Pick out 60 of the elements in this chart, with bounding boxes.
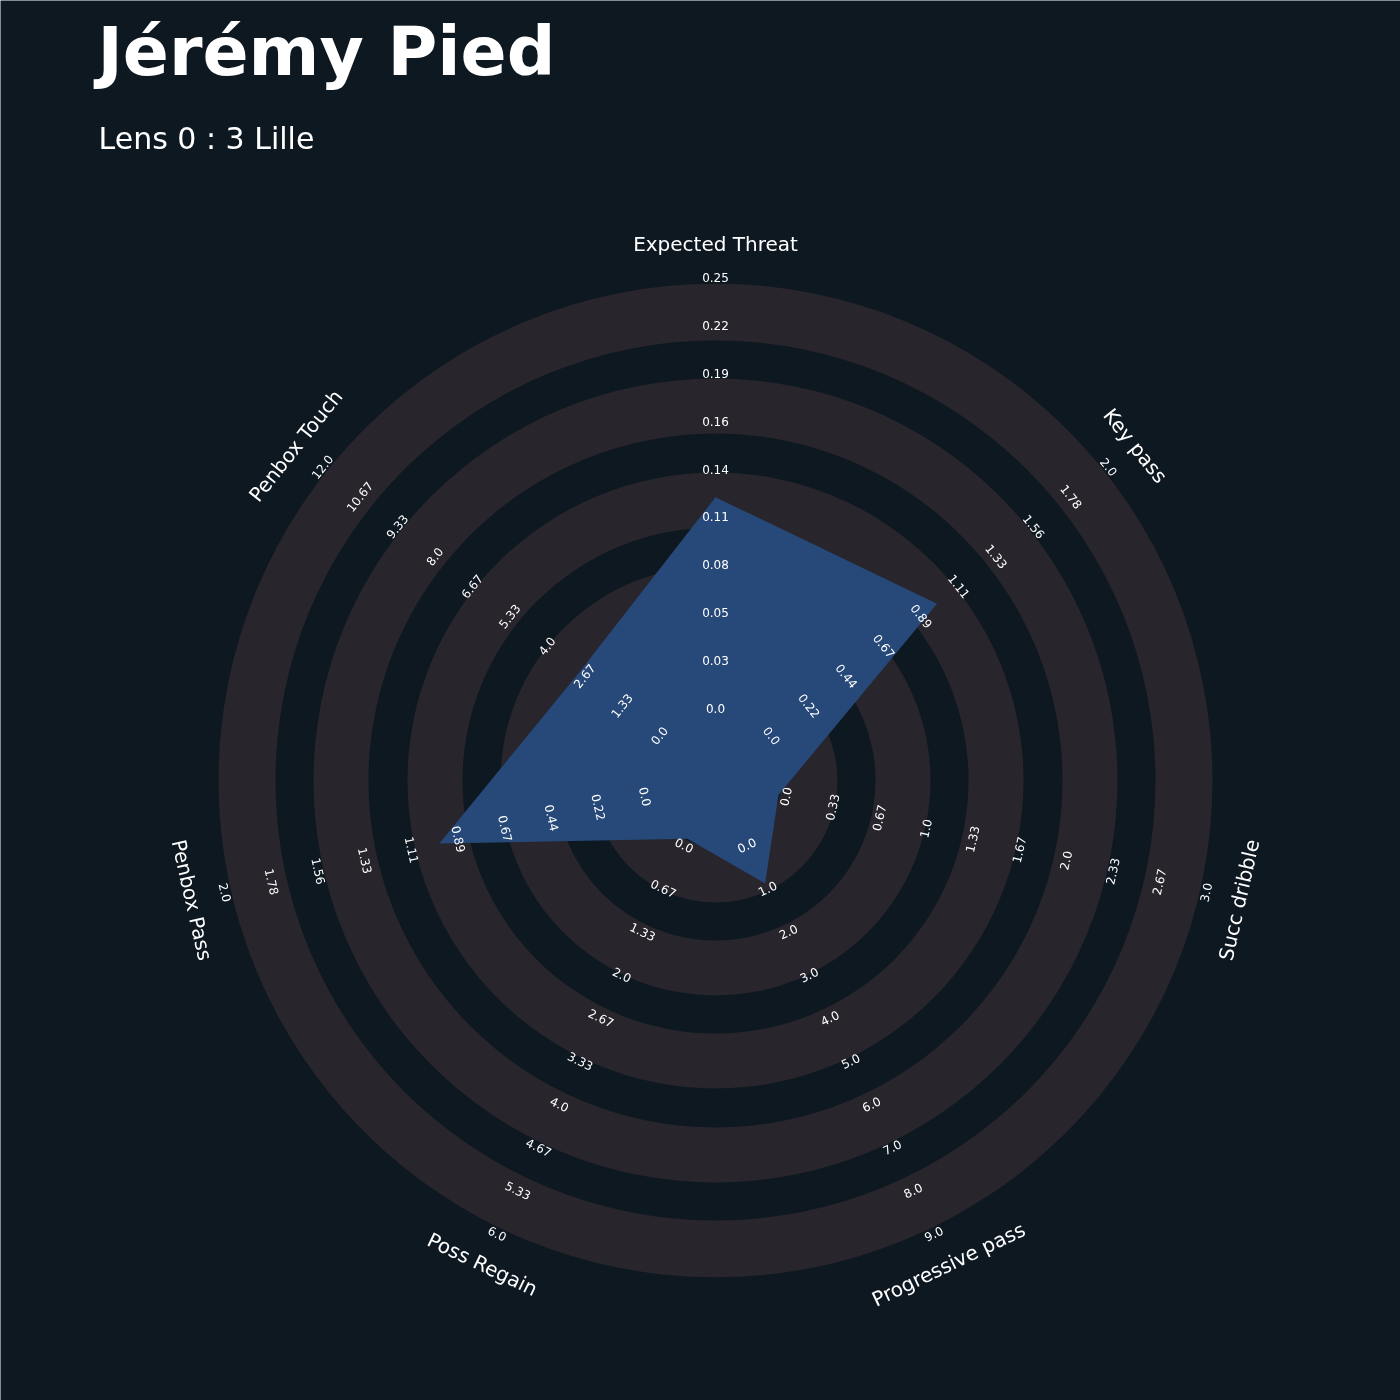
text: 0.67	[494, 814, 515, 844]
text: 6.0	[859, 1094, 884, 1116]
text: 4.0	[547, 1094, 572, 1116]
text: 0.05	[702, 606, 729, 621]
text: 0.08	[702, 558, 729, 573]
text: 1.56	[308, 856, 328, 886]
text: 0.0	[635, 785, 654, 808]
text: 0.0	[705, 702, 726, 716]
spoke-label: Succ dribble	[1213, 837, 1265, 963]
text: 5.0	[839, 1051, 863, 1072]
text: 0.22	[588, 792, 608, 822]
spoke-label: Expected Threat	[633, 231, 799, 256]
text: 0.16	[702, 414, 729, 429]
text: 1.33	[354, 845, 375, 876]
text: 2.0	[610, 964, 634, 986]
text: 2.0	[215, 881, 234, 904]
text: 8.0	[901, 1180, 925, 1202]
spoke-label: Penbox Pass	[166, 837, 218, 963]
text: 4.0	[535, 634, 559, 659]
text: 0.0	[777, 785, 796, 808]
text: 0.03	[702, 654, 729, 669]
text: 1.11	[401, 835, 422, 865]
text: 0.33	[823, 792, 843, 822]
text: 1.78	[261, 867, 282, 897]
text: 0.0	[759, 724, 783, 748]
text: 0.22	[702, 318, 729, 333]
text: 0.19	[702, 366, 729, 381]
text: 2.67	[585, 1006, 616, 1031]
text: 0.0	[735, 835, 759, 857]
text: 3.33	[565, 1049, 596, 1074]
text: 2.67	[1149, 867, 1170, 897]
text: 1.33	[627, 920, 658, 945]
text: 4.0	[818, 1007, 842, 1029]
text: 3.0	[797, 964, 821, 986]
text: 0.67	[869, 803, 890, 833]
text: 1.67	[1009, 835, 1030, 865]
text: 0.11	[702, 510, 729, 525]
text: 1.0	[756, 878, 780, 900]
text: 0.0	[672, 835, 696, 857]
text: 2.0	[776, 921, 801, 943]
text: 6.0	[485, 1223, 509, 1245]
text: 8.0	[423, 544, 447, 569]
text: 0.67	[648, 876, 679, 902]
text: 3.0	[1197, 881, 1216, 904]
text: 1.0	[917, 817, 936, 840]
text: 0.14	[702, 462, 729, 477]
text: 9.0	[922, 1223, 946, 1245]
text: 1.33	[963, 824, 983, 854]
chart-subtitle: Lens 0 : 3 Lille	[98, 120, 315, 156]
text: 2.0	[1057, 849, 1076, 872]
text: 0.89	[448, 824, 468, 854]
chart-title: Jérémy Pied	[93, 11, 556, 91]
text: 4.67	[523, 1135, 554, 1160]
text: 2.33	[1103, 856, 1123, 886]
text: 0.0	[648, 724, 672, 748]
text: 2.0	[1096, 455, 1120, 479]
text: 0.44	[541, 803, 562, 833]
text: 5.33	[502, 1178, 533, 1204]
text: 7.0	[880, 1137, 905, 1159]
text: 0.25	[702, 271, 729, 285]
